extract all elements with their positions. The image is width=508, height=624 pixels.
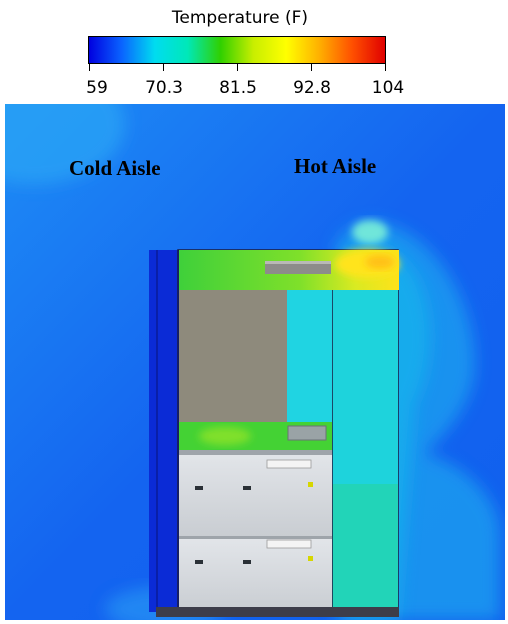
exhaust-top-plume [352,220,388,244]
server-chassis-2 [179,536,332,612]
server-2-port [195,560,203,564]
legend-tick-label: 70.3 [145,78,183,98]
server-1-led [308,482,313,487]
legend-title: Temperature (F) [171,8,309,28]
legend-tick-label: 59 [86,78,108,98]
plenum-warm-zone [332,484,398,612]
warm-band-spot [199,427,251,445]
server-2-led [308,556,313,561]
hot-spot-core [365,255,395,269]
cable-tray-edge [265,261,331,264]
inlet-plume [5,104,125,184]
legend-tick-mark [385,63,386,71]
cold-aisle-door [149,250,179,612]
temperature-field: Cold Aisle Hot Aisle [5,104,505,620]
server-2-label [266,539,312,549]
cold-aisle-door-edge [156,250,158,612]
legend-tick-label: 92.8 [293,78,331,98]
blanking-panel [179,290,287,422]
server-1-port [195,486,203,490]
legend-tick-label: 81.5 [219,78,257,98]
rack-base [156,607,399,617]
legend-tick-mark [237,63,238,71]
server-2-port [243,560,251,564]
cable-tray [265,261,331,274]
rack-airflow-column [287,290,332,422]
legend-tick-mark [311,63,312,71]
legend-tick-mark [163,63,164,71]
power-strip [287,425,327,441]
server-chassis-1-lip [179,450,332,455]
hot-aisle-label: Hot Aisle [294,154,377,178]
server-1-port [243,486,251,490]
legend-tick-mark [89,63,90,71]
server-1-label [266,459,312,469]
legend-tick-label: 104 [371,78,405,98]
temperature-field-plot [5,104,505,620]
cold-aisle-label: Cold Aisle [69,156,161,180]
temperature-colorbar [88,36,386,64]
server-chassis-2-lip [179,536,332,539]
